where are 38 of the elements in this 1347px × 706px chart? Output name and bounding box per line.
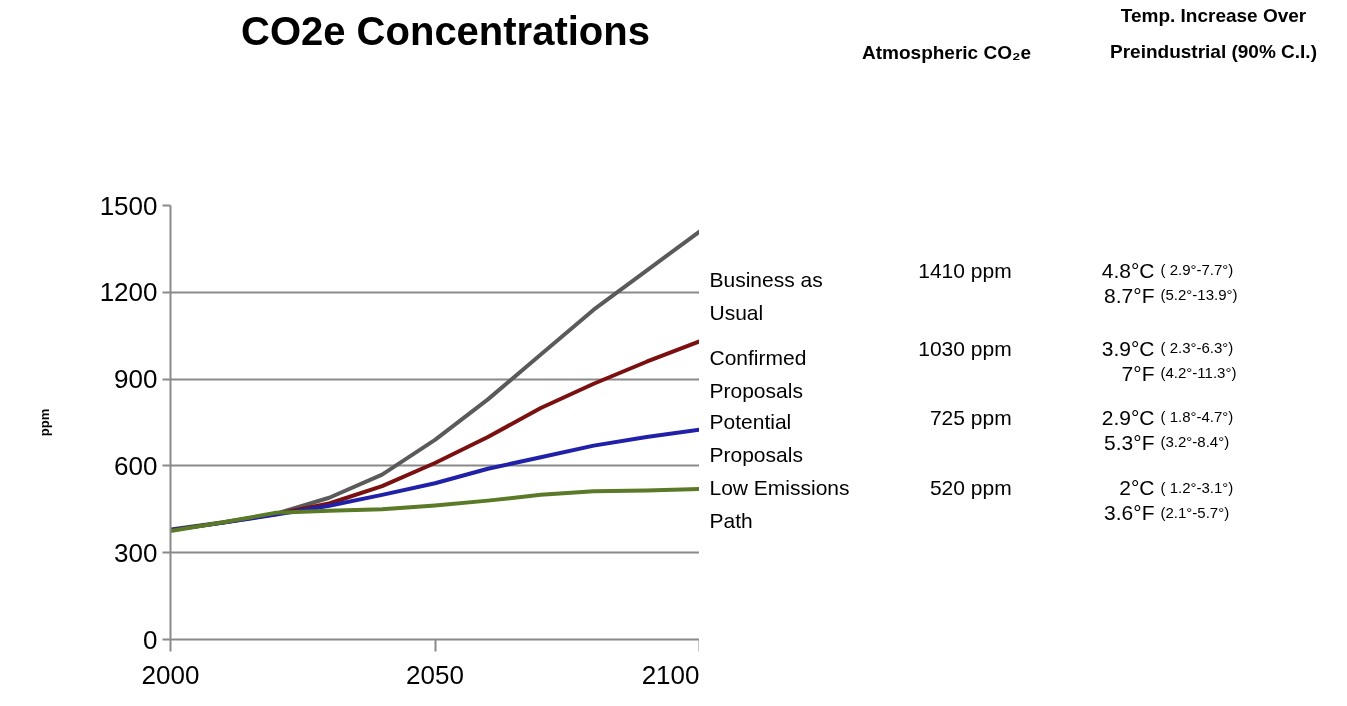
y-axis-title: ppm	[36, 408, 52, 437]
text: 7°F	[1121, 361, 1155, 385]
text: 3.9°C	[1101, 336, 1155, 360]
text: 725 ppm	[929, 406, 1012, 430]
text: 520 ppm	[929, 476, 1012, 500]
text: ( 1.2°-3.1°)	[1160, 478, 1234, 496]
y-tick-label: 0	[143, 624, 158, 655]
y-tick-label: 1500	[99, 190, 158, 221]
series-label: Potential Proposals	[709, 410, 803, 467]
series-label: Low Emissions Path	[709, 475, 850, 532]
series-label: Business as Usual	[709, 267, 823, 325]
text: ( 2.3°-6.3°)	[1160, 338, 1234, 356]
text: 1030 ppm	[918, 336, 1012, 360]
chart-title: CO2e Concentrations	[241, 8, 650, 53]
text: ( 1.8°-4.7°)	[1160, 408, 1234, 426]
x-tick-label: 2050	[406, 659, 464, 690]
x-tick-label: 2100	[641, 659, 700, 690]
text: 1410 ppm	[918, 258, 1012, 282]
text: Temp. Increase Over Preindustrial (90% C.I.)	[1110, 5, 1317, 62]
text: 2.9°C	[1101, 406, 1155, 430]
text: 3.6°F	[1104, 501, 1155, 525]
text: 8.7°F	[1104, 283, 1155, 307]
text: (5.2°-13.9°)	[1160, 285, 1238, 303]
y-tick-label: 900	[114, 364, 158, 395]
x-tick-label: 2000	[141, 659, 200, 690]
text: (2.1°-5.7°)	[1160, 503, 1230, 521]
text: 2°C	[1119, 476, 1155, 500]
text: (3.2°-8.4°)	[1160, 433, 1230, 451]
text: 5.3°F	[1104, 431, 1155, 455]
text: Atmospheric CO₂e	[862, 42, 1031, 63]
y-tick-label: 1200	[99, 277, 158, 308]
line-series	[170, 487, 699, 533]
text: ( 2.9°-7.7°)	[1160, 260, 1234, 278]
text: (4.2°-11.3°)	[1160, 363, 1237, 381]
y-tick-label: 600	[114, 450, 158, 481]
text: 4.8°C	[1101, 258, 1155, 282]
series-label: Confirmed Proposals	[709, 346, 807, 403]
y-tick-label: 300	[114, 537, 158, 568]
